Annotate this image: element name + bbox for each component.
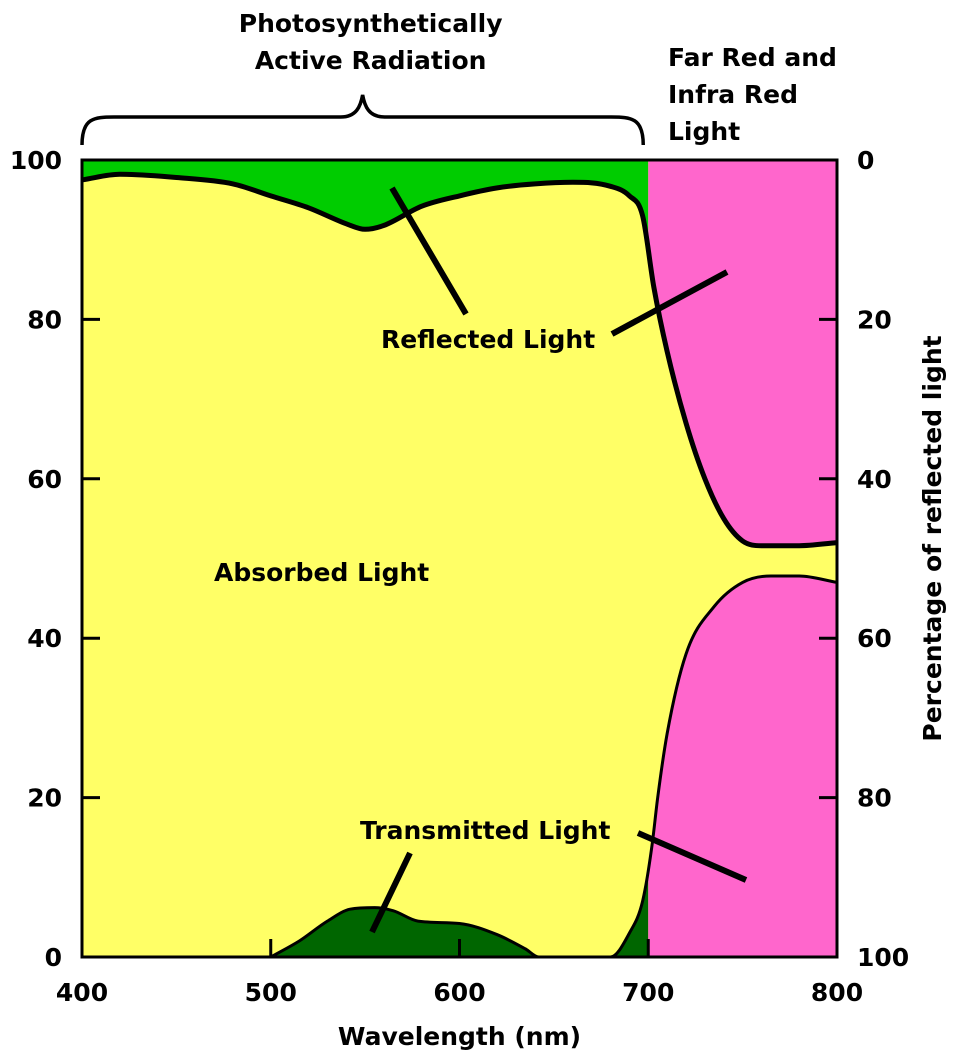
- reflected-leader-left: [389, 186, 469, 316]
- annotation-absorbed: Absorbed Light: [214, 558, 429, 587]
- y-left-tick-label: 40: [27, 624, 62, 653]
- transmitted-leader-left: [369, 851, 413, 934]
- region-label-par: Photosynthetically Active Radiation: [239, 9, 503, 75]
- x-tick-label: 700: [622, 978, 674, 1007]
- reflected-leader-right: [610, 269, 729, 337]
- par-brace: [80, 94, 645, 146]
- y-right-tick-label: 100: [857, 943, 909, 972]
- annotation-transmitted: Transmitted Light: [360, 816, 610, 845]
- x-tick-label: 500: [245, 978, 297, 1007]
- reflected-area-par: [82, 160, 649, 250]
- y-right-tick-label: 60: [857, 624, 892, 653]
- y-left-tick-label: 80: [27, 305, 62, 334]
- area-fills: [82, 160, 837, 957]
- transmitted-leader-right: [636, 830, 748, 883]
- y-left-tick-label: 20: [27, 784, 62, 813]
- ticks: 400 500 600 700 800 0 20 40 60 80 100 0 20 40 60 80 100 W…: [10, 146, 947, 1051]
- y-right-tick-label: 0: [857, 146, 874, 175]
- x-tick-label: 600: [433, 978, 485, 1007]
- region-label-ir: Far Red and Infra Red Light: [668, 43, 837, 146]
- x-tick-label: 800: [811, 978, 863, 1007]
- annotation-reflected: Reflected Light: [381, 325, 595, 354]
- x-tick-label: 400: [56, 978, 108, 1007]
- y-right-axis-title: Percentage of reflected light: [918, 335, 947, 741]
- y-right-tick-label: 80: [857, 784, 892, 813]
- annotations: Photosynthetically Active Radiation Far Re…: [80, 9, 837, 934]
- y-right-tick-label: 40: [857, 465, 892, 494]
- y-right-tick-label: 20: [857, 305, 892, 334]
- x-axis-title: Wavelength (nm): [338, 1022, 581, 1051]
- transmitted-area-ir: [648, 576, 837, 957]
- transmitted-area-par: [270, 870, 649, 957]
- y-left-tick-label: 100: [10, 146, 62, 175]
- reflected-curve: [81, 171, 838, 549]
- y-left-tick-label: 0: [45, 943, 62, 972]
- y-left-tick-label: 60: [27, 465, 62, 494]
